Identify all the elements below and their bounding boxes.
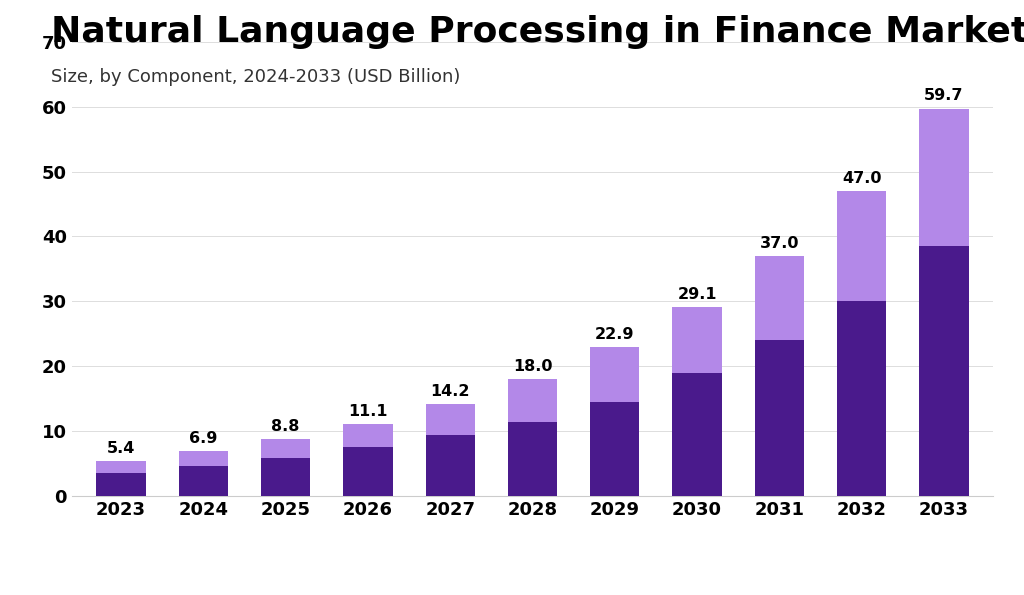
Bar (508, 421, 557, 496)
Bar (920, 108, 969, 246)
Text: 59.7: 59.7 (924, 88, 964, 104)
Text: 22.9: 22.9 (595, 327, 635, 342)
Bar (178, 466, 228, 496)
Bar (343, 447, 392, 496)
Text: Size, by Component, 2024-2033 (USD Billion): Size, by Component, 2024-2033 (USD Billi… (51, 68, 461, 86)
Text: 6.9: 6.9 (189, 431, 217, 446)
Bar (261, 458, 310, 496)
Bar (590, 402, 639, 496)
Text: 37.0: 37.0 (760, 236, 799, 250)
Bar (590, 347, 639, 402)
Bar (673, 307, 722, 373)
Text: 14.2: 14.2 (430, 384, 470, 399)
Bar (508, 379, 557, 421)
Bar (837, 191, 887, 302)
Text: 29.1: 29.1 (677, 287, 717, 302)
Text: 11.1: 11.1 (348, 404, 388, 419)
Bar (426, 404, 475, 434)
Bar (261, 439, 310, 458)
Text: Ⓜ: Ⓜ (804, 525, 827, 563)
Text: 18.0: 18.0 (513, 359, 552, 374)
Text: 27.1%: 27.1% (279, 525, 410, 562)
Bar (837, 302, 887, 496)
Bar (755, 340, 804, 496)
Text: Natural Language Processing in Finance Market: Natural Language Processing in Finance M… (51, 15, 1024, 49)
Text: market.us: market.us (841, 525, 943, 543)
Text: ONE STOP SHOP FOR THE REPORTS: ONE STOP SHOP FOR THE REPORTS (841, 558, 976, 567)
Text: The Forecasted Market
Size for 2033 in USD:: The Forecasted Market Size for 2033 in U… (426, 522, 617, 559)
Bar (96, 461, 145, 473)
Bar (673, 373, 722, 496)
Bar (920, 246, 969, 496)
Text: 47.0: 47.0 (842, 171, 882, 186)
Bar (343, 424, 392, 447)
Text: The Market will Grow
At the CAGR of:: The Market will Grow At the CAGR of: (109, 522, 285, 559)
Text: 8.8: 8.8 (271, 419, 300, 434)
Text: $59.7B: $59.7B (620, 525, 767, 562)
Bar (96, 473, 145, 496)
Bar (755, 256, 804, 340)
Text: 5.4: 5.4 (106, 441, 135, 456)
Bar (426, 434, 475, 496)
Bar (178, 452, 228, 466)
